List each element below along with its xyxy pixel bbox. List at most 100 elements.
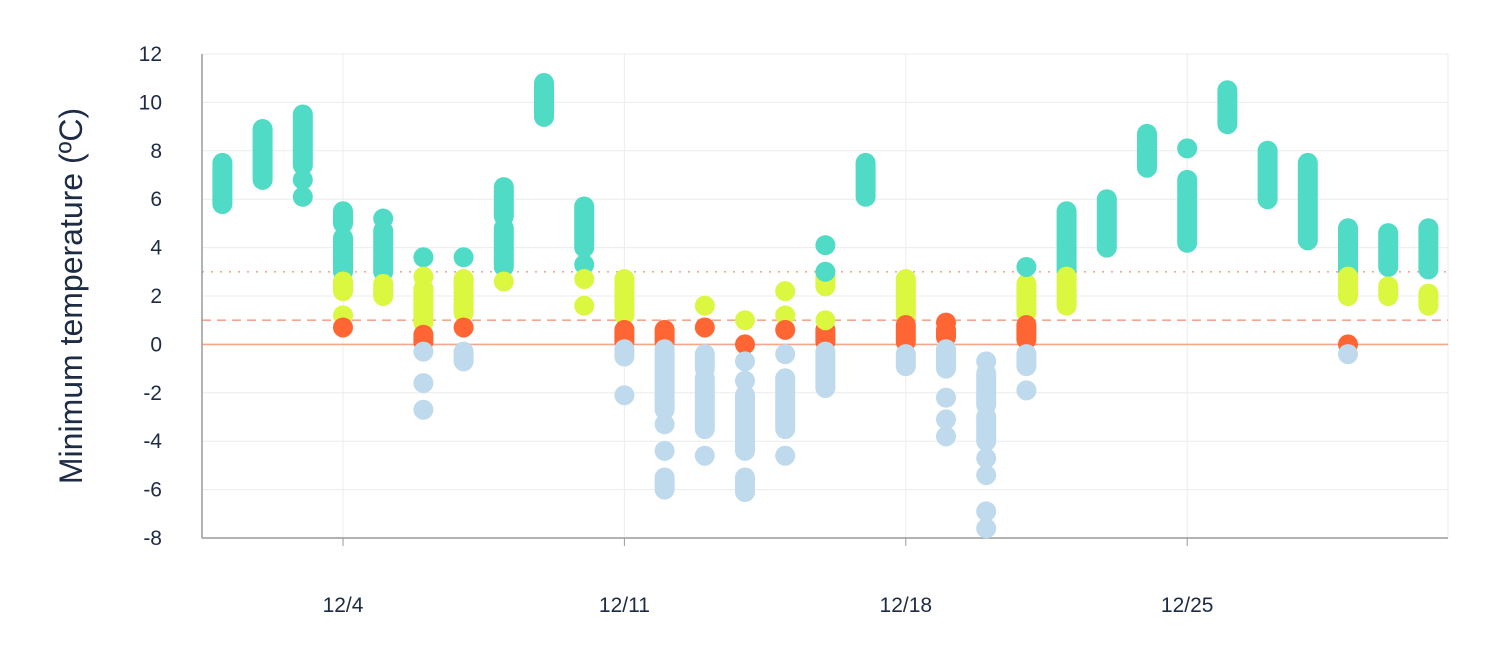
temperature-point — [292, 186, 313, 207]
temperature-point — [453, 247, 474, 268]
temperature-range-bar — [1297, 152, 1318, 251]
temperature-range-bar — [1016, 315, 1037, 350]
temperature-point — [654, 414, 675, 435]
temperature-point — [775, 305, 796, 326]
temperature-range-bar — [212, 152, 233, 215]
temperature-point — [735, 351, 755, 372]
temperature-point — [614, 385, 635, 406]
x-tick-label: 12/11 — [599, 594, 650, 617]
temperature-range-bar — [654, 339, 675, 420]
temperature-point — [976, 448, 997, 469]
temperature-range-bar — [1418, 218, 1439, 280]
temperature-range-bar — [694, 368, 715, 440]
temperature-range-bar — [614, 269, 635, 326]
temperature-point — [373, 208, 394, 229]
temperature-range-bar — [1056, 201, 1077, 282]
temperature-range-bar — [373, 220, 394, 282]
temperature-point — [413, 399, 434, 420]
temperature-range-bar — [1418, 283, 1439, 316]
y-tick-label: 10 — [139, 91, 162, 114]
temperature-range-bar — [895, 269, 916, 326]
temperature-point — [735, 310, 755, 331]
temperature-range-bar — [735, 385, 755, 461]
temperature-point — [574, 254, 595, 275]
temperature-point — [735, 370, 755, 391]
temperature-point — [1016, 380, 1037, 401]
temperature-point — [775, 319, 796, 340]
y-tick-label: -8 — [143, 527, 162, 550]
data-marks — [212, 73, 1439, 539]
temperature-range-bar — [1137, 123, 1157, 178]
temperature-range-bar — [815, 341, 836, 398]
y-tick-label: -6 — [143, 479, 162, 502]
y-tick-label: -2 — [143, 382, 162, 405]
temperature-range-bar — [1016, 273, 1037, 323]
temperature-range-bar — [1177, 169, 1198, 253]
temperature-point — [976, 501, 997, 522]
temperature-point — [976, 518, 997, 539]
temperature-point — [694, 295, 715, 316]
temperature-point — [694, 317, 715, 338]
y-axis-title: Minimum temperature (ºC) — [53, 108, 89, 484]
temperature-point — [775, 344, 796, 365]
temperature-point — [413, 373, 434, 394]
temperature-point — [976, 351, 997, 372]
temperature-point — [775, 445, 796, 466]
temperature-point — [654, 440, 675, 461]
temperature-range-bar — [735, 467, 755, 503]
temperature-range-bar — [1338, 218, 1358, 282]
temperature-range-bar — [1016, 344, 1037, 377]
temperature-point — [1338, 344, 1358, 365]
temperature-range-bar — [333, 227, 353, 282]
temperature-range-bar — [1096, 189, 1117, 258]
temperature-point — [815, 310, 836, 331]
x-tick-label: 12/4 — [323, 594, 364, 617]
temperature-point — [815, 261, 836, 282]
temperature-range-bar — [333, 271, 353, 302]
temperature-point — [936, 387, 956, 408]
temperature-point — [413, 341, 434, 362]
temperature-point — [735, 334, 755, 355]
temperature-range-bar — [292, 104, 313, 176]
temperature-range-bar — [1056, 266, 1077, 316]
temperature-range-bar — [694, 344, 715, 379]
temperature-point — [413, 247, 434, 268]
y-tick-label: 4 — [150, 237, 162, 260]
temperature-range-bar — [1217, 80, 1238, 135]
temperature-range-bar — [453, 269, 474, 323]
temperature-point — [574, 295, 595, 316]
temperature-range-bar — [895, 315, 916, 352]
temperature-range-bar — [413, 278, 434, 333]
temperature-range-bar — [453, 341, 474, 372]
temperature-range-bar — [614, 339, 635, 367]
temperature-range-bar — [1378, 223, 1399, 277]
y-tick-label: 6 — [150, 188, 162, 211]
axes — [201, 54, 1448, 546]
temperature-range-bar — [976, 363, 997, 415]
temperature-range-bar — [936, 339, 956, 379]
temperature-point — [936, 312, 956, 333]
y-tick-label: -4 — [143, 430, 162, 453]
temperature-point — [775, 281, 796, 302]
temperature-range-bar — [1378, 276, 1399, 306]
temperature-point — [413, 266, 434, 287]
temperature-point — [694, 445, 715, 466]
temperature-point — [493, 271, 514, 292]
temperature-range-bar — [534, 73, 554, 127]
temperature-range-bar — [493, 177, 514, 227]
y-tick-label: 8 — [150, 140, 162, 163]
x-tick-label: 12/18 — [880, 594, 933, 617]
temperature-range-bar — [895, 344, 916, 377]
temperature-range-bar — [1338, 266, 1358, 306]
temperature-range-bar — [1257, 140, 1278, 210]
temperature-point — [574, 269, 595, 290]
temperature-range-bar — [976, 407, 997, 452]
temperature-point — [815, 235, 836, 256]
y-tick-label: 0 — [150, 333, 162, 356]
temperature-range-bar — [252, 119, 273, 190]
temperature-range-bar — [333, 201, 353, 234]
y-tick-label: 12 — [139, 43, 162, 66]
temperature-point — [292, 169, 313, 190]
